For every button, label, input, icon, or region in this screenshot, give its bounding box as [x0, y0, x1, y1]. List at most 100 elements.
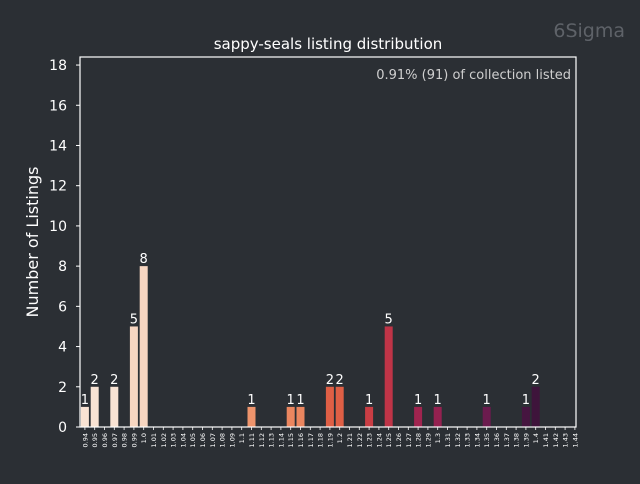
bar-1.35 — [482, 406, 491, 427]
x-tick-label: 1.14 — [277, 433, 285, 447]
x-tick-label: 1.24 — [375, 433, 383, 447]
bar-value-label: 1 — [247, 393, 255, 408]
bar-0.95 — [90, 386, 99, 427]
y-tick-label: 18 — [49, 58, 67, 74]
x-tick-label: 1.07 — [209, 433, 217, 447]
bar-value-label: 5 — [130, 312, 138, 327]
x-tick-label: 1.34 — [473, 433, 481, 447]
bar-value-label: 1 — [414, 393, 422, 408]
x-tick-label: 1.27 — [405, 433, 413, 447]
bar-value-label: 8 — [140, 252, 148, 267]
bar-value-label: 1 — [287, 393, 295, 408]
y-tick-label: 4 — [58, 340, 67, 356]
x-tick-label: 1.36 — [493, 433, 501, 447]
x-tick-label: 1.18 — [317, 433, 325, 447]
x-tick-label: 1.42 — [552, 433, 560, 447]
bar-value-label: 2 — [110, 373, 118, 388]
bar-1.3 — [433, 406, 442, 427]
y-tick-label: 6 — [58, 299, 67, 315]
x-tick-label: 1.08 — [219, 433, 227, 447]
x-tick-label: 1.35 — [483, 433, 491, 447]
bar-value-label: 2 — [532, 373, 540, 388]
x-tick-label: 1.32 — [454, 433, 462, 447]
bar-value-label: 1 — [483, 393, 491, 408]
x-tick-label: 1.09 — [228, 433, 236, 447]
x-tick-label: 1.43 — [562, 433, 570, 447]
bar-value-label: 1 — [522, 393, 530, 408]
bar-value-label: 1 — [434, 393, 442, 408]
x-tick-label: 1.04 — [179, 433, 187, 447]
y-tick-label: 2 — [58, 380, 67, 396]
x-tick-label: 1.39 — [522, 433, 530, 447]
y-tick-label: 12 — [49, 179, 67, 195]
bar-1.39 — [521, 406, 530, 427]
bar-1.23 — [365, 406, 374, 427]
listed-annotation: 0.91% (91) of collection listed — [376, 68, 571, 83]
y-tick-label: 10 — [49, 219, 67, 235]
bar-0.94 — [80, 406, 89, 427]
x-tick-label: 1.25 — [385, 433, 393, 447]
x-tick-label: 1.33 — [464, 433, 472, 447]
bar-1.15 — [286, 406, 295, 427]
x-tick-label: 1.4 — [532, 433, 540, 443]
x-tick-label: 1.05 — [189, 433, 197, 447]
x-tick-label: 0.97 — [111, 433, 119, 447]
bar-1.4 — [531, 386, 540, 427]
bar-value-label: 1 — [296, 393, 304, 408]
bar-1.0 — [139, 266, 148, 427]
x-tick-label: 1.44 — [571, 433, 579, 447]
bar-value-label: 2 — [326, 373, 334, 388]
x-tick-label: 0.95 — [91, 433, 99, 447]
x-tick-label: 1.31 — [444, 433, 452, 447]
x-tick-label: 1.01 — [150, 433, 158, 447]
x-tick-label: 1.13 — [268, 433, 276, 447]
bar-1.16 — [296, 406, 305, 427]
x-tick-label: 0.98 — [121, 433, 129, 447]
x-tick-label: 1.28 — [415, 433, 423, 447]
x-tick-label: 1.06 — [199, 433, 207, 447]
y-axis-label: Number of Listings — [23, 167, 42, 318]
x-tick-label: 1.22 — [356, 433, 364, 447]
bar-1.11 — [247, 406, 256, 427]
x-tick-label: 1.12 — [258, 433, 266, 447]
x-tick-label: 1.21 — [346, 433, 354, 447]
x-tick-label: 1.2 — [336, 433, 344, 443]
x-tick-label: 0.99 — [130, 433, 138, 447]
bar-value-label: 1 — [365, 393, 373, 408]
bar-value-label: 1 — [81, 393, 89, 408]
x-tick-label: 0.94 — [81, 433, 89, 447]
x-tick-label: 1.29 — [424, 433, 432, 447]
bars-group — [80, 266, 540, 427]
watermark: 6Sigma — [553, 20, 625, 42]
x-tick-label: 1.03 — [170, 433, 178, 447]
x-tick-label: 1.26 — [395, 433, 403, 447]
bar-1.19 — [325, 386, 334, 427]
x-tick-label: 1.16 — [297, 433, 305, 447]
x-tick-label: 1.15 — [287, 433, 295, 447]
x-tick-label: 1.38 — [513, 433, 521, 447]
y-tick-label: 8 — [58, 259, 67, 275]
bar-1.2 — [335, 386, 344, 427]
bar-1.28 — [414, 406, 423, 427]
y-tick-label: 14 — [49, 138, 67, 154]
x-tick-label: 1.19 — [326, 433, 334, 447]
y-tick-label: 16 — [49, 98, 67, 114]
bar-value-label: 5 — [385, 312, 393, 327]
y-tick-label: 0 — [58, 420, 67, 436]
chart-title: sappy-seals listing distribution — [214, 35, 443, 53]
bar-1.25 — [384, 326, 393, 427]
x-axis-ticks: 0.94 0.95 0.96 0.97 0.98 0.99 1.0 1.01 1.02 1.03 1… — [81, 427, 579, 447]
x-tick-label: 1.0 — [140, 433, 148, 443]
x-tick-label: 1.23 — [366, 433, 374, 447]
x-tick-label: 1.1 — [238, 433, 246, 443]
x-tick-label: 1.3 — [434, 433, 442, 443]
bar-value-label: 2 — [336, 373, 344, 388]
x-tick-label: 1.17 — [307, 433, 315, 447]
bar-value-label: 2 — [91, 373, 99, 388]
x-tick-label: 0.96 — [101, 433, 109, 447]
y-axis-ticks: 0 2 4 6 8 10 12 14 16 18 — [49, 58, 80, 436]
x-tick-label: 1.41 — [542, 433, 550, 447]
bar-0.97 — [110, 386, 119, 427]
